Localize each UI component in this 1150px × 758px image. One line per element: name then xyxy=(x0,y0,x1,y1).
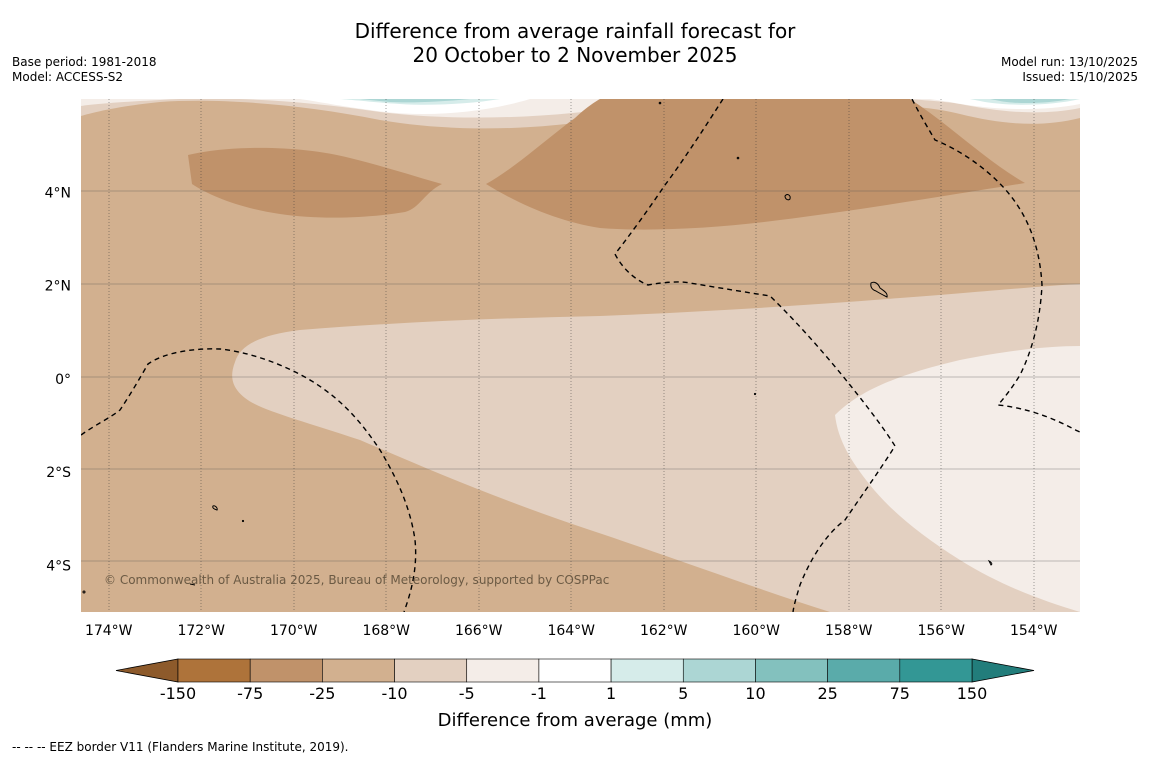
colorbar-title: Difference from average (mm) xyxy=(438,710,713,731)
colorbar-bin xyxy=(466,658,540,683)
longitude-tick-label: 156°W xyxy=(917,623,965,639)
eez-footnote: -- -- -- EEZ border V11 (Flanders Marine… xyxy=(12,740,349,754)
latitude-tick-label: 0° xyxy=(55,372,71,388)
colorbar-bin xyxy=(322,658,395,683)
longitude-tick-label: 164°W xyxy=(547,623,595,639)
longitude-tick-label: 172°W xyxy=(177,623,225,639)
title-line-2: 20 October to 2 November 2025 xyxy=(412,43,738,67)
colorbar-bin xyxy=(827,658,901,683)
latitude-tick-label: 4°S xyxy=(46,558,71,574)
colorbar-tick-label: -75 xyxy=(237,684,263,703)
longitude-tick-label: 162°W xyxy=(640,623,688,639)
colorbar-bin xyxy=(538,658,612,683)
longitude-tick-label: 158°W xyxy=(825,623,873,639)
latitude-tick-label: 2°N xyxy=(45,279,71,295)
colorbar-tick-label: 1 xyxy=(606,684,616,703)
meta-left: Base period: 1981-2018 Model: ACCESS-S2 xyxy=(12,55,157,85)
longitude-tick-label: 160°W xyxy=(732,623,780,639)
copyright-notice: © Commonwealth of Australia 2025, Bureau… xyxy=(104,573,609,587)
latitude-tick-label: 2°S xyxy=(46,465,71,481)
rainfall-near-average xyxy=(835,346,1080,612)
colorbar-bin xyxy=(755,658,828,683)
colorbar-tick-label: -1 xyxy=(531,684,547,703)
colorbar-extend-high xyxy=(971,658,1035,683)
rainfall-dry-west xyxy=(188,147,442,218)
colorbar-bin xyxy=(682,658,756,683)
colorbar-tick-label: 75 xyxy=(890,684,910,703)
model-name: Model: ACCESS-S2 xyxy=(12,70,124,84)
rainfall-dry-north xyxy=(486,99,1025,230)
latitude-lines xyxy=(81,190,1080,562)
map-title: Difference from average rainfall forecas… xyxy=(0,19,1150,67)
colorbar-extend-low xyxy=(115,658,179,683)
colorbar-bin xyxy=(177,658,251,683)
longitude-tick-label: 174°W xyxy=(85,623,133,639)
colorbar: -150 -75 -25 -10 -5 -1 1 5 10 25 75 150 xyxy=(115,658,1035,703)
latitude-labels: 4°N 2°N 0° 2°S 4°S xyxy=(45,185,72,574)
model-run: Model run: 13/10/2025 xyxy=(1000,55,1138,69)
map-plot-area: © Commonwealth of Australia 2025, Bureau… xyxy=(81,99,1080,612)
colorbar-bin xyxy=(610,658,684,683)
longitude-tick-label: 170°W xyxy=(270,623,318,639)
title-line-1: Difference from average rainfall forecas… xyxy=(354,19,796,43)
colorbar-tick-label: -5 xyxy=(459,684,475,703)
longitude-labels: 174°W 172°W 170°W 168°W 166°W 164°W 162°W 160°W… xyxy=(85,623,1058,639)
issued-date: Issued: 15/10/2025 xyxy=(1022,70,1138,84)
colorbar-tick-label: 150 xyxy=(957,684,988,703)
longitude-tick-label: 168°W xyxy=(362,623,410,639)
meta-right: Model run: 13/10/2025 Issued: 15/10/2025 xyxy=(1001,55,1138,85)
base-period: Base period: 1981-2018 xyxy=(12,55,157,69)
rainfall-band-neutral xyxy=(300,99,1080,115)
longitude-tick-label: 166°W xyxy=(455,623,503,639)
rainfall-band-wet xyxy=(360,99,1070,104)
colorbar-tick-label: -10 xyxy=(381,684,407,703)
colorbar-tick-label: -150 xyxy=(160,684,196,703)
colorbar-bin xyxy=(394,658,468,683)
latitude-tick-label: 4°N xyxy=(45,185,71,201)
colorbar-bin xyxy=(899,658,973,683)
eez-borders xyxy=(81,99,1080,612)
colorbar-tick-label: 5 xyxy=(678,684,688,703)
colorbar-bin xyxy=(249,658,323,683)
islands xyxy=(82,101,993,594)
rainfall-moderate-dry xyxy=(232,284,1080,612)
longitude-tick-label: 154°W xyxy=(1010,623,1058,639)
colorbar-tick-label: 10 xyxy=(745,684,765,703)
colorbar-tick-label: 25 xyxy=(817,684,837,703)
colorbar-tick-label: -25 xyxy=(309,684,335,703)
